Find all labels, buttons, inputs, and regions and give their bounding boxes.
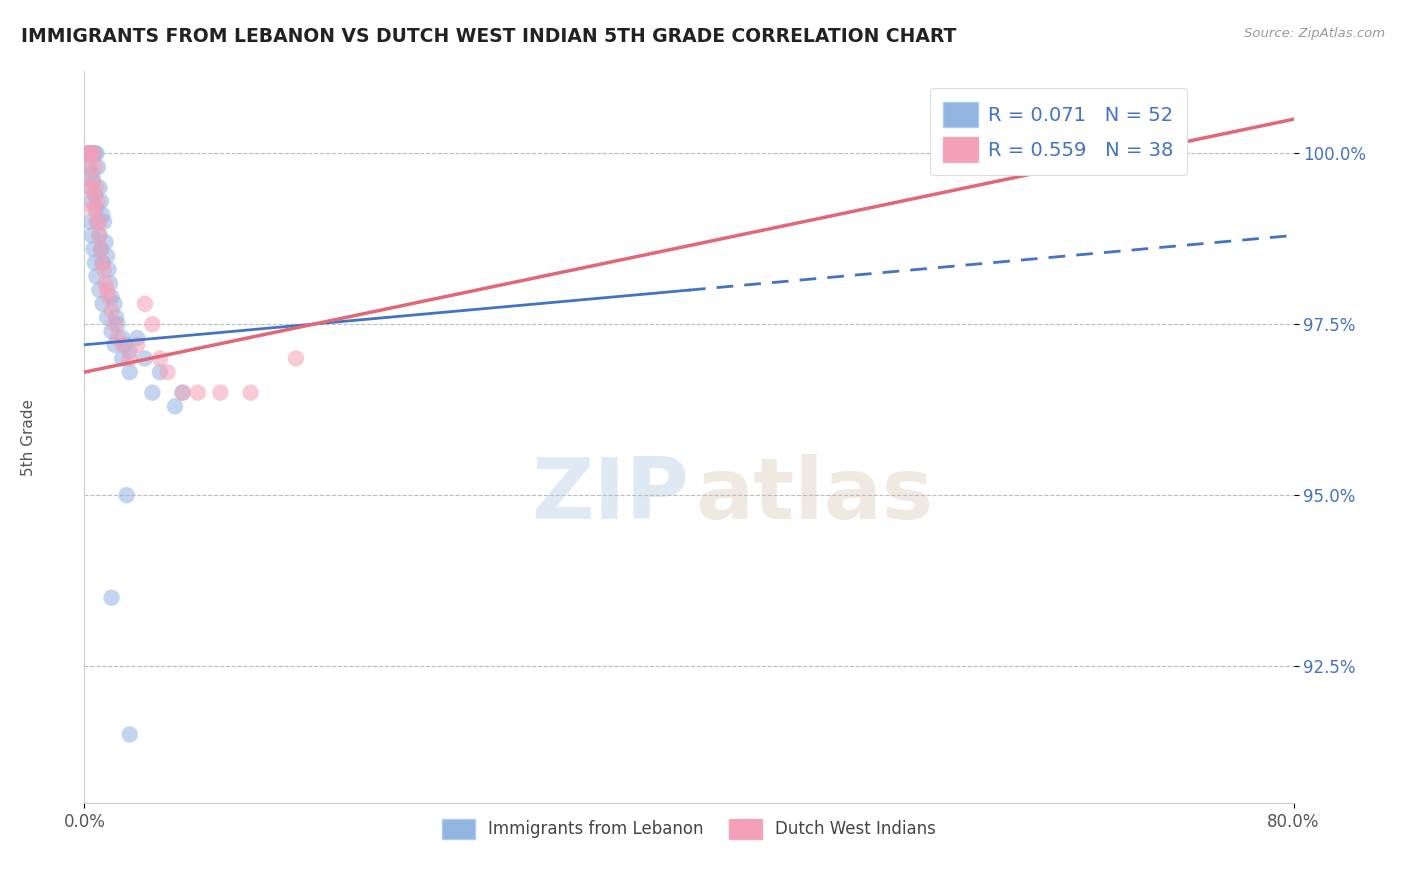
Point <box>91 256 114 270</box>
Text: Source: ZipAtlas.com: Source: ZipAtlas.com <box>1244 27 1385 40</box>
Point <box>107 318 129 332</box>
Point <box>82 146 104 161</box>
Point <box>100 303 122 318</box>
Point <box>111 338 134 352</box>
Point <box>80 146 103 161</box>
Point <box>89 180 111 194</box>
Point <box>84 201 107 215</box>
Point <box>80 201 103 215</box>
Point <box>118 344 141 359</box>
Point <box>76 146 98 161</box>
Point <box>79 180 101 194</box>
Point <box>90 242 112 256</box>
Point <box>93 215 115 229</box>
Point <box>80 167 103 181</box>
Point <box>111 331 134 345</box>
Point <box>127 338 149 352</box>
Point <box>90 194 112 209</box>
Point <box>91 297 114 311</box>
Point <box>97 290 120 304</box>
Point <box>100 324 122 338</box>
Point <box>84 256 107 270</box>
Point <box>86 215 108 229</box>
Point <box>84 146 107 161</box>
Point <box>91 208 114 222</box>
Point <box>96 249 118 263</box>
Point <box>134 297 156 311</box>
Point <box>82 187 104 202</box>
Point <box>80 228 103 243</box>
Point <box>96 283 118 297</box>
Point <box>93 262 115 277</box>
Point <box>77 160 100 174</box>
Point <box>239 385 262 400</box>
Point <box>100 591 122 605</box>
Point <box>98 277 121 291</box>
Point <box>89 228 111 243</box>
Point <box>89 215 111 229</box>
Point <box>118 351 141 366</box>
Point <box>82 146 104 161</box>
Point <box>79 146 101 161</box>
Point <box>165 400 187 414</box>
Point <box>111 351 134 366</box>
Point <box>94 235 117 250</box>
Point <box>86 269 108 284</box>
Point <box>141 318 163 332</box>
Y-axis label: 5th Grade: 5th Grade <box>21 399 35 475</box>
Point <box>89 228 111 243</box>
Point <box>107 331 129 345</box>
Point <box>84 160 107 174</box>
Point <box>86 180 108 194</box>
Text: IMMIGRANTS FROM LEBANON VS DUTCH WEST INDIAN 5TH GRADE CORRELATION CHART: IMMIGRANTS FROM LEBANON VS DUTCH WEST IN… <box>21 27 956 45</box>
Point <box>79 180 101 194</box>
Point <box>86 146 108 161</box>
Point <box>172 385 194 400</box>
Point <box>114 338 136 352</box>
Point <box>209 385 232 400</box>
Point <box>104 318 127 332</box>
Point <box>90 242 112 256</box>
Point <box>77 146 100 161</box>
Point <box>96 310 118 325</box>
Legend: Immigrants from Lebanon, Dutch West Indians: Immigrants from Lebanon, Dutch West Indi… <box>434 812 943 846</box>
Point <box>87 215 110 229</box>
Point <box>115 488 138 502</box>
Point <box>89 283 111 297</box>
Point <box>82 242 104 256</box>
Point <box>141 385 163 400</box>
Point <box>149 351 172 366</box>
Point <box>94 277 117 291</box>
Point <box>118 727 141 741</box>
Point <box>149 365 172 379</box>
Point <box>118 365 141 379</box>
Point <box>80 146 103 161</box>
Point <box>156 365 179 379</box>
Point <box>80 194 103 209</box>
Point <box>187 385 209 400</box>
Point <box>79 215 101 229</box>
Point <box>104 297 127 311</box>
Point <box>76 146 98 161</box>
Point <box>91 256 114 270</box>
Point <box>172 385 194 400</box>
Point <box>127 331 149 345</box>
Point <box>1056 146 1078 161</box>
Text: atlas: atlas <box>695 454 934 537</box>
Point <box>86 201 108 215</box>
Point <box>134 351 156 366</box>
Point <box>84 187 107 202</box>
Text: ZIP: ZIP <box>531 454 689 537</box>
Point <box>87 194 110 209</box>
Point <box>100 290 122 304</box>
Point <box>77 146 100 161</box>
Point <box>97 262 120 277</box>
Point <box>104 338 127 352</box>
Point <box>82 174 104 188</box>
Point <box>285 351 308 366</box>
Point <box>87 160 110 174</box>
Point <box>79 160 101 174</box>
Point <box>80 174 103 188</box>
Point <box>105 310 128 325</box>
